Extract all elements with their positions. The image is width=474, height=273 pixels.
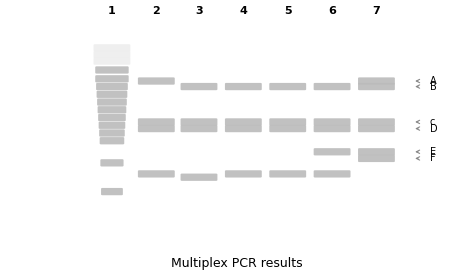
FancyBboxPatch shape bbox=[269, 83, 306, 90]
FancyBboxPatch shape bbox=[99, 129, 125, 137]
Text: 5: 5 bbox=[284, 6, 292, 16]
Text: 3: 3 bbox=[195, 6, 203, 16]
Text: D: D bbox=[430, 124, 438, 133]
Text: Multiplex PCR results: Multiplex PCR results bbox=[171, 257, 303, 270]
FancyBboxPatch shape bbox=[358, 148, 395, 155]
FancyBboxPatch shape bbox=[101, 188, 123, 195]
FancyBboxPatch shape bbox=[100, 159, 124, 167]
FancyBboxPatch shape bbox=[314, 125, 350, 132]
Text: 1: 1 bbox=[108, 6, 116, 16]
FancyBboxPatch shape bbox=[314, 83, 350, 90]
FancyBboxPatch shape bbox=[93, 44, 130, 52]
Text: A: A bbox=[430, 76, 437, 86]
Text: 7: 7 bbox=[373, 6, 380, 16]
FancyBboxPatch shape bbox=[181, 174, 218, 181]
FancyBboxPatch shape bbox=[225, 83, 262, 90]
FancyBboxPatch shape bbox=[97, 91, 128, 98]
FancyBboxPatch shape bbox=[358, 125, 395, 132]
Text: 2: 2 bbox=[153, 6, 160, 16]
FancyBboxPatch shape bbox=[358, 155, 395, 162]
Text: E: E bbox=[430, 147, 436, 157]
FancyBboxPatch shape bbox=[95, 66, 128, 74]
FancyBboxPatch shape bbox=[95, 75, 128, 82]
FancyBboxPatch shape bbox=[269, 125, 306, 132]
FancyBboxPatch shape bbox=[181, 118, 218, 126]
FancyBboxPatch shape bbox=[96, 83, 128, 90]
FancyBboxPatch shape bbox=[358, 118, 395, 126]
FancyBboxPatch shape bbox=[314, 148, 350, 155]
FancyBboxPatch shape bbox=[269, 170, 306, 177]
FancyBboxPatch shape bbox=[138, 125, 175, 132]
FancyBboxPatch shape bbox=[138, 77, 175, 85]
FancyBboxPatch shape bbox=[99, 121, 125, 129]
FancyBboxPatch shape bbox=[269, 118, 306, 126]
FancyBboxPatch shape bbox=[100, 137, 124, 144]
Text: F: F bbox=[430, 153, 436, 164]
Text: B: B bbox=[430, 82, 437, 91]
Text: 6: 6 bbox=[328, 6, 336, 16]
FancyBboxPatch shape bbox=[138, 118, 175, 126]
FancyBboxPatch shape bbox=[181, 83, 218, 90]
FancyBboxPatch shape bbox=[358, 77, 395, 85]
FancyBboxPatch shape bbox=[181, 125, 218, 132]
FancyBboxPatch shape bbox=[358, 83, 395, 90]
FancyBboxPatch shape bbox=[314, 118, 350, 126]
FancyBboxPatch shape bbox=[97, 98, 127, 106]
FancyBboxPatch shape bbox=[225, 170, 262, 177]
FancyBboxPatch shape bbox=[225, 118, 262, 126]
FancyBboxPatch shape bbox=[138, 170, 175, 177]
FancyBboxPatch shape bbox=[98, 114, 126, 121]
FancyBboxPatch shape bbox=[314, 170, 350, 177]
Text: 4: 4 bbox=[239, 6, 247, 16]
Text: c: c bbox=[430, 117, 435, 127]
FancyBboxPatch shape bbox=[93, 58, 130, 65]
FancyBboxPatch shape bbox=[225, 125, 262, 132]
FancyBboxPatch shape bbox=[98, 106, 126, 113]
FancyBboxPatch shape bbox=[93, 51, 130, 58]
